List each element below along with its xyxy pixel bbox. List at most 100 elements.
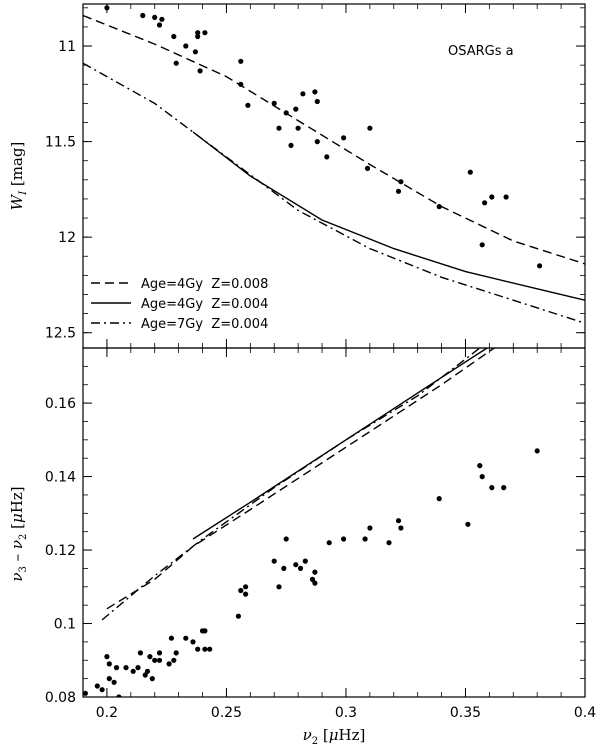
bottom-data-point [207, 646, 213, 652]
top-data-point [192, 49, 198, 55]
bottom-data-point [238, 587, 244, 594]
top-data-point [341, 135, 347, 141]
bottom-y-axis-title: ν3 – ν2 [μHz] [8, 486, 29, 581]
top-data-point [467, 169, 473, 175]
top-data-point [104, 5, 110, 11]
top-x-ticks [106, 4, 586, 348]
top-y-tick-label: 12.5 [45, 326, 76, 342]
top-data-point [238, 81, 244, 87]
bottom-data-point [190, 639, 196, 645]
top-data-point [195, 30, 201, 36]
bottom-data-point [341, 536, 347, 542]
bottom-y-ticks: 0.08 0.1 0.12 0.14 0.16 [45, 365, 585, 706]
bottom-data-point [111, 679, 117, 685]
top-data-point [537, 263, 543, 269]
top-data-point [314, 98, 320, 105]
top-data-point [312, 89, 318, 95]
bottom-data-point [106, 676, 112, 682]
top-y-tick-label: 11 [58, 39, 76, 55]
bottom-data-point [501, 485, 507, 491]
legend-label: Age=4Gy Z=0.008 [141, 277, 268, 292]
bottom-data-point [149, 676, 155, 682]
top-data-point [152, 14, 158, 20]
bottom-data-point [104, 654, 110, 660]
bottom-data-point [243, 584, 249, 590]
top-data-point [156, 22, 163, 28]
bottom-panel: 0.2 0.25 0.3 0.35 0.4 0.08 0.1 0.12 0.14 0.16 ν2… [8, 347, 596, 747]
bottom-x-tick-label: 0.4 [574, 705, 596, 721]
top-data-point [503, 194, 509, 200]
bottom-y-tick-label: 0.1 [54, 617, 76, 633]
top-data-point [479, 242, 485, 248]
top-data-point [288, 142, 294, 148]
bottom-y-tick-label: 0.14 [45, 470, 76, 486]
bottom-data-point [302, 558, 308, 564]
bottom-data-point [156, 657, 163, 663]
top-data-point [395, 188, 402, 194]
top-data-point [183, 43, 189, 49]
bottom-data-point [398, 525, 404, 531]
top-data-point [238, 58, 244, 64]
bottom-data-point [106, 661, 112, 667]
bottom-data-point [171, 657, 177, 663]
bottom-curves [101, 348, 495, 621]
bottom-data-point [312, 580, 318, 586]
bottom-curve-solid [192, 348, 488, 540]
bottom-y-tick-label: 0.16 [45, 396, 76, 412]
bottom-data-point [534, 448, 540, 454]
bottom-data-point [183, 635, 189, 641]
bottom-x-tick-label: 0.35 [450, 705, 481, 721]
bottom-x-tick-label: 0.3 [335, 705, 357, 721]
top-data-point [245, 102, 251, 108]
bottom-data-point [116, 694, 122, 697]
bottom-x-tick-label: 0.25 [211, 705, 242, 721]
top-y-axis-main: W [8, 193, 26, 210]
top-y-axis-sub: I [18, 190, 29, 196]
bottom-x-axis-title: ν2 [μHz] [303, 726, 366, 747]
bottom-data-point [489, 485, 495, 491]
top-panel: 11 11.5 12 12.5 OSARGs a WI [mag] Age=4Gy Z… [8, 3, 586, 349]
bottom-data-point [94, 683, 100, 689]
top-data-point [195, 33, 201, 40]
top-y-tick-label: 12 [58, 230, 76, 246]
bottom-data-point [142, 672, 148, 678]
top-data-point [482, 200, 488, 206]
top-data-point [436, 204, 442, 210]
bottom-data-point [137, 650, 143, 656]
top-data-point [173, 60, 179, 66]
bottom-data-point [152, 657, 158, 663]
top-data-point [364, 165, 371, 171]
bottom-data-point [195, 646, 201, 652]
bottom-data-point [477, 463, 483, 469]
top-y-axis-title: WI [mag] [8, 142, 29, 211]
bottom-data-point [395, 518, 402, 524]
bottom-data-point [283, 536, 289, 542]
top-curve-solid [192, 131, 585, 301]
bottom-data-point [202, 646, 208, 652]
bottom-x-tick-label: 0.2 [96, 705, 118, 721]
bottom-data-point [293, 562, 299, 568]
top-data-point [398, 179, 404, 185]
bottom-data-point [235, 613, 241, 619]
top-data-point [295, 125, 301, 131]
top-data-point [367, 125, 373, 131]
bottom-x-axis-sub: 2 [312, 736, 318, 747]
top-curve-dashed [83, 14, 585, 265]
top-data-point [140, 12, 146, 19]
top-points [104, 5, 543, 269]
legend-label: Age=4Gy Z=0.004 [141, 297, 268, 312]
top-curves [83, 14, 585, 324]
bottom-curve-dashdot [101, 348, 481, 621]
bottom-data-point [202, 628, 208, 634]
bottom-data-point [312, 569, 318, 575]
bottom-data-point [362, 536, 368, 542]
top-data-point [171, 33, 177, 40]
top-data-point [489, 194, 495, 200]
top-data-point [202, 30, 208, 36]
bottom-data-point [99, 687, 105, 693]
bottom-data-point [123, 665, 129, 671]
bottom-data-point [173, 650, 179, 656]
top-annotation: OSARGs a [448, 44, 514, 59]
bottom-x-ticks: 0.2 0.25 0.3 0.35 0.4 [96, 348, 596, 721]
